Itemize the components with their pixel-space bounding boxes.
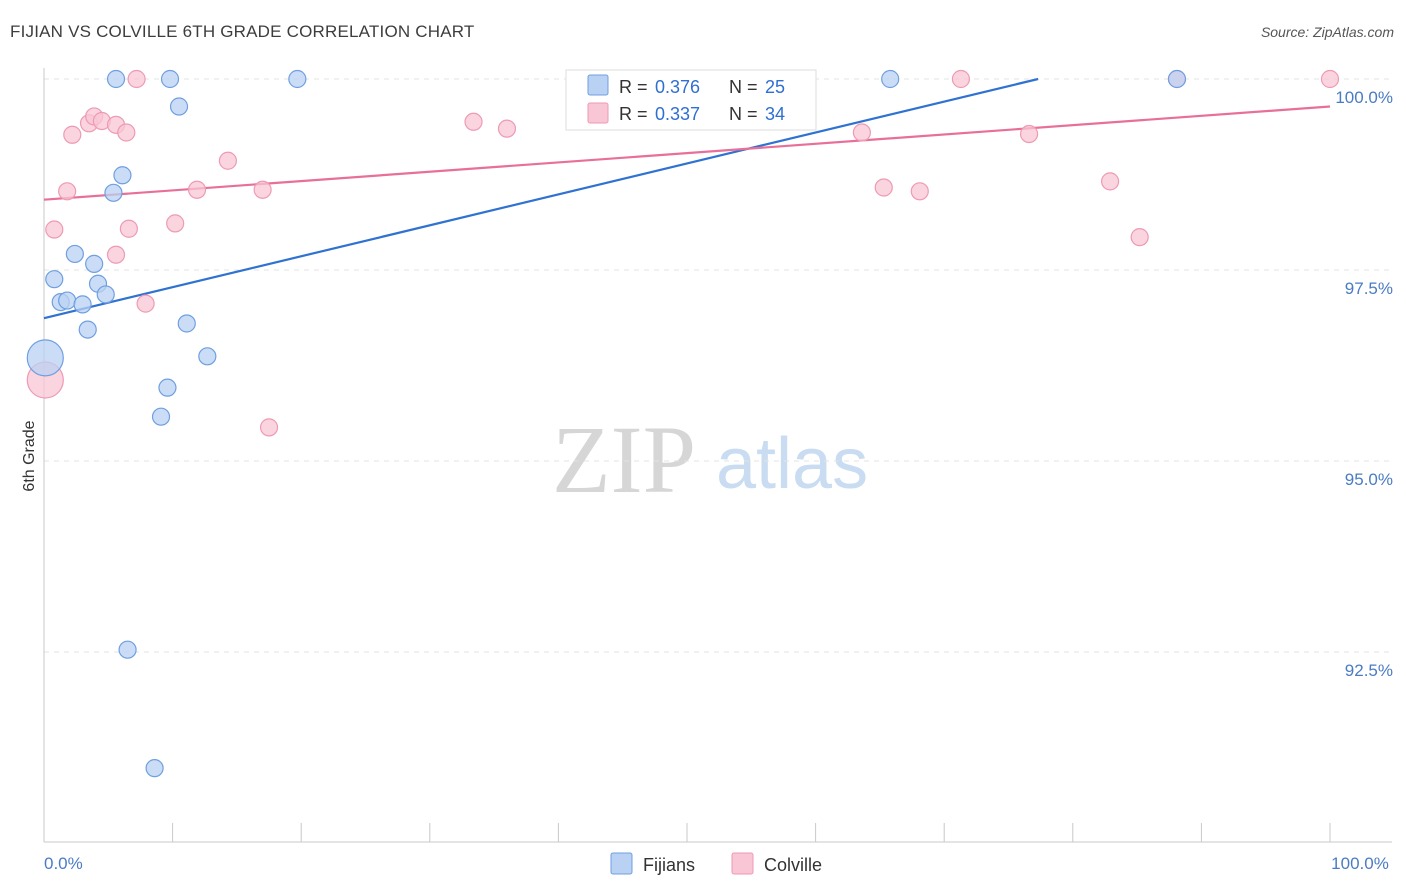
point-fijians xyxy=(1167,69,1187,89)
point-fijians xyxy=(26,339,64,377)
point-colville xyxy=(874,178,893,197)
point-colville xyxy=(63,125,82,144)
point-fijians xyxy=(177,314,196,333)
legend-colville-r-label: R = xyxy=(619,104,648,124)
legend-fijians-swatch xyxy=(587,74,609,96)
legend-colville-swatch xyxy=(587,102,609,124)
legend-fijians-r-value: 0.376 xyxy=(655,77,700,97)
point-fijians xyxy=(96,285,115,304)
y-tick-label: 100.0% xyxy=(1335,88,1393,107)
point-colville xyxy=(259,418,279,437)
x-tick-label: 100.0% xyxy=(1331,854,1389,873)
point-fijians xyxy=(85,254,104,273)
point-fijians xyxy=(65,244,84,264)
legend-colville-r-value: 0.337 xyxy=(655,104,700,124)
point-fijians xyxy=(169,97,189,116)
point-colville xyxy=(1100,172,1120,191)
legend-colville-n-value: 34 xyxy=(765,104,785,124)
point-fijians xyxy=(73,295,92,314)
trend-line-fijians xyxy=(43,77,1039,320)
point-fijians xyxy=(78,320,97,339)
y-tick-label: 95.0% xyxy=(1345,470,1393,489)
point-fijians xyxy=(118,640,137,659)
point-colville xyxy=(218,151,237,170)
point-colville xyxy=(1130,228,1149,247)
legend-fijians-n-value: 25 xyxy=(765,77,785,97)
y-tick-label: 97.5% xyxy=(1345,279,1393,298)
point-fijians xyxy=(151,407,171,426)
y-axis-label: 6th Grade xyxy=(21,420,38,491)
point-fijians xyxy=(198,347,217,366)
point-colville xyxy=(119,219,138,238)
point-colville xyxy=(45,220,64,239)
point-fijians xyxy=(160,69,180,89)
axes xyxy=(43,68,1392,843)
point-fijians xyxy=(288,69,307,89)
bottom-legend-colville-label: Colville xyxy=(764,855,822,875)
point-colville xyxy=(187,180,207,199)
point-colville xyxy=(127,69,146,89)
bottom-legend-colville-swatch xyxy=(731,852,754,875)
point-colville xyxy=(106,245,126,264)
x-tick-label: 0.0% xyxy=(44,854,83,873)
point-colville xyxy=(497,119,517,138)
legend-colville-n-label: N = xyxy=(729,104,758,124)
tick-labels: 100.0% 97.5% 95.0% 92.5% 0.0% 100.0% xyxy=(44,88,1393,873)
point-colville xyxy=(117,123,136,142)
watermark-zip: ZIP xyxy=(552,406,696,513)
point-fijians xyxy=(104,183,123,202)
point-colville xyxy=(1320,69,1340,89)
point-fijians xyxy=(58,291,77,310)
point-colville xyxy=(951,69,971,89)
chart-title: FIJIAN VS COLVILLE 6TH GRADE CORRELATION… xyxy=(10,22,475,41)
bottom-legend-fijians-label: Fijians xyxy=(643,855,695,875)
point-colville xyxy=(852,123,871,142)
point-fijians xyxy=(113,166,132,185)
point-fijians xyxy=(106,69,126,89)
legend-fijians-r-label: R = xyxy=(619,77,648,97)
legend-fijians-n-label: N = xyxy=(729,77,758,97)
point-fijians xyxy=(158,378,177,397)
bottom-legend-fijians-swatch xyxy=(610,852,633,875)
gridlines xyxy=(44,78,1392,653)
point-colville xyxy=(1019,124,1039,144)
legend-box: R = 0.376 N = 25 R = 0.337 N = 34 xyxy=(565,69,817,131)
bottom-legend: Fijians Colville xyxy=(610,852,822,875)
point-colville xyxy=(910,182,929,201)
y-tick-label: 92.5% xyxy=(1345,661,1393,680)
watermark-atlas: atlas xyxy=(716,424,868,504)
point-colville xyxy=(253,180,272,199)
point-fijians xyxy=(881,69,900,89)
point-colville xyxy=(136,294,155,313)
point-colville xyxy=(464,112,483,131)
point-colville xyxy=(166,214,185,233)
source-label: Source: ZipAtlas.com xyxy=(1260,24,1394,40)
point-colville xyxy=(58,182,77,201)
point-fijians xyxy=(145,759,164,778)
point-fijians xyxy=(45,270,64,289)
